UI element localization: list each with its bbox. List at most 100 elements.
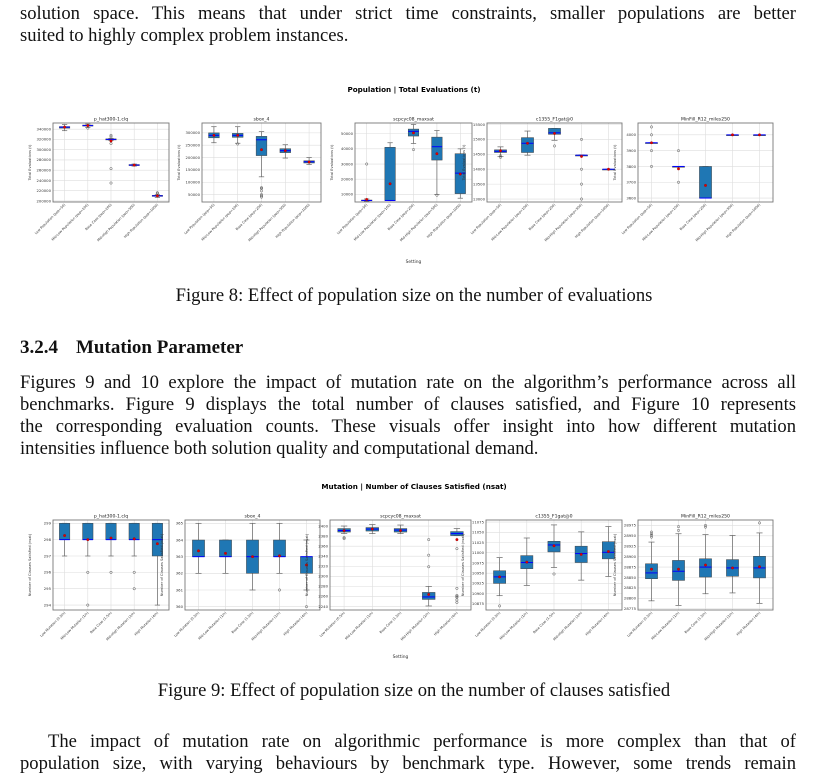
y-tick-label: 2320 [318, 564, 328, 569]
outlier-point [677, 180, 680, 184]
x-tick-label: Base Case (pop=200) [528, 203, 556, 231]
x-tick-label: Mid-High Mutation (2/n) [251, 611, 282, 642]
y-tick-label: 2400 [318, 523, 328, 528]
y-tick-label: 364 [176, 537, 184, 542]
box-1 [645, 530, 658, 602]
box-4 [128, 522, 140, 591]
box-2 [219, 539, 232, 574]
figure-8-boxplots: Population | Total Evaluations (t) 200000… [28, 85, 774, 265]
outlier-point [455, 586, 459, 590]
y-tick-label: 4000 [626, 132, 636, 137]
outlier-point [260, 195, 263, 199]
mean-marker [109, 139, 113, 143]
y-tick-label: 296 [44, 570, 52, 575]
outlier-point [650, 165, 653, 168]
box-3 [547, 524, 561, 576]
mean-marker [365, 198, 369, 201]
outlier-point [650, 133, 653, 137]
y-tick-label: 100000 [186, 180, 201, 185]
subplot-title: c1355_F1gat@0 [536, 117, 573, 123]
outlier-point [580, 197, 583, 201]
box-3 [699, 166, 712, 199]
y-axis-label: Number of Clauses Satisfied (nsat) [305, 533, 309, 596]
x-tick-label: Base Case (pop=200) [679, 203, 707, 231]
outlier-point [132, 587, 136, 591]
subplot-title: p_hat300-1.clq [94, 514, 128, 520]
y-tick-label: 2240 [318, 604, 328, 609]
mean-marker [607, 167, 610, 171]
y-tick-label: 2280 [318, 584, 328, 589]
mean-marker [704, 563, 707, 567]
box-4 [726, 535, 739, 594]
y-tick-label: 30000 [341, 161, 354, 166]
mean-marker [579, 552, 583, 556]
mean-marker [260, 148, 263, 152]
x-tick-label: High Mutation (4/n) [433, 611, 459, 637]
outlier-point [499, 154, 502, 158]
outlier-point [677, 525, 680, 529]
y-tick-label: 14000 [473, 167, 486, 172]
body-text-line: Figures 9 and 10 explore the impact of m… [20, 372, 796, 393]
y-tick-label: 363 [176, 554, 184, 559]
y-tick-label: 150000 [186, 167, 201, 172]
outlier-point [455, 547, 459, 551]
mean-marker [525, 560, 529, 564]
box-2 [82, 123, 94, 130]
mean-marker [731, 133, 734, 137]
y-tick-label: 11025 [472, 540, 485, 545]
y-tick-label: 10950 [472, 570, 485, 575]
mean-marker [650, 141, 653, 145]
subplot-scpcyc08-maxsat: 10000 20000 30000 40000 50000 scpcyc08_maxsat… [330, 117, 473, 265]
outlier-point [109, 167, 113, 171]
box-5 [602, 167, 615, 171]
y-tick-label: 360 [176, 604, 184, 609]
subplot-title: c1355_F1gat@0 [535, 514, 572, 520]
outlier-point [412, 148, 415, 152]
y-tick-label: 10975 [472, 560, 485, 565]
outlier-point [86, 603, 90, 607]
outlier-point [109, 135, 113, 139]
outlier-point [499, 155, 502, 159]
box-iqr [521, 137, 534, 153]
mean-marker [427, 593, 431, 596]
mean-marker [580, 154, 583, 158]
mean-marker [155, 194, 159, 198]
box-2 [520, 537, 534, 586]
box-4 [279, 144, 291, 159]
box-1 [59, 522, 71, 557]
x-tick-label: Low Mutation (0.5/n) [626, 611, 653, 638]
subplot-title: p_hat300-1.clq [94, 117, 128, 123]
x-tick-label: Low Mutation (0.5/n) [474, 611, 501, 638]
subplot-p-hat300-1-clq: 294 295 296 297 298 299 p_hat300-1.clq Number o… [28, 514, 170, 641]
mean-marker [677, 567, 680, 571]
y-tick-label: 28850 [624, 575, 637, 580]
y-tick-label: 3800 [626, 164, 636, 169]
x-tick-label: Mid-Low Mutation (1/n) [499, 611, 529, 641]
box-3 [105, 133, 117, 185]
body-text-line: population size, with varying behaviours… [20, 753, 796, 774]
y-tick-label: 28800 [624, 596, 637, 601]
x-tick-label: Low Population (pop=50) [470, 203, 502, 235]
plot-frame [52, 519, 170, 611]
outlier-point [677, 149, 680, 153]
figure-title: Mutation | Number of Clauses Satisfied (… [321, 482, 506, 492]
subplot-p-hat300-1-clq: 200000 220000 240000 260000 280000 300000 3200… [28, 117, 170, 242]
box-5 [300, 539, 313, 609]
outlier-point [650, 149, 653, 153]
mean-marker [499, 149, 502, 153]
box-4 [431, 130, 443, 197]
mean-marker [435, 152, 439, 156]
box-iqr [699, 558, 712, 578]
x-axis-label: Setting [393, 654, 409, 660]
y-tick-label: 2300 [318, 574, 328, 579]
y-tick-label: 3600 [626, 195, 636, 200]
y-tick-label: 298 [44, 537, 52, 542]
subplot-title: MinFill_R12_miles250 [681, 514, 730, 520]
mean-marker [553, 132, 556, 135]
box-5 [151, 522, 163, 606]
outlier-point [427, 538, 431, 542]
box-1 [59, 124, 71, 132]
section-heading: 3.2.4 Mutation Parameter [20, 337, 243, 359]
x-tick-label: Mid-High Mutation (2/n) [704, 611, 735, 642]
x-tick-label: Low Mutation (0.5/n) [173, 611, 200, 638]
